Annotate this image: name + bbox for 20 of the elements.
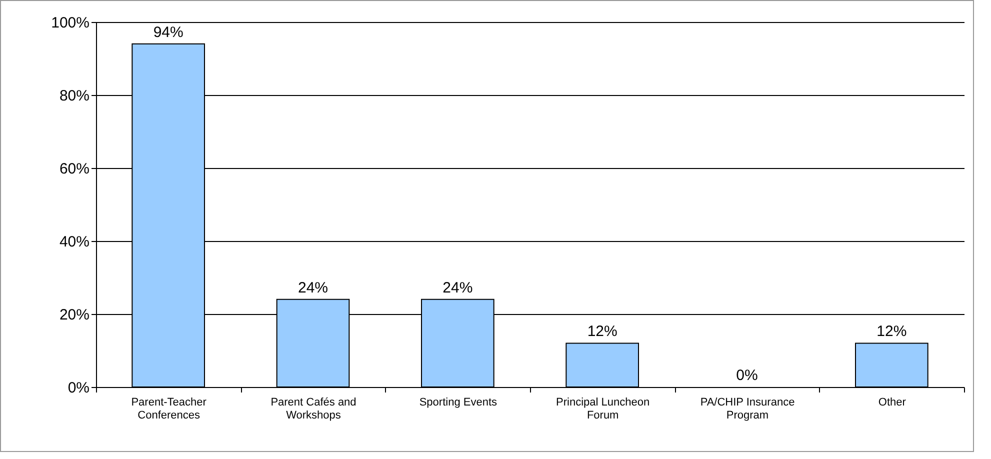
x-tick-label: Other — [878, 396, 906, 408]
x-tick-label: Principal Luncheon Forum — [556, 396, 650, 422]
y-tick-label: 0% — [68, 380, 90, 396]
y-tick-label: 60% — [59, 160, 90, 178]
bar — [855, 342, 928, 388]
data-label: 12% — [876, 323, 907, 340]
x-tick-label: PA/CHIP Insurance Program — [700, 396, 795, 422]
x-tick-label: Parent-Teacher Conferences — [131, 396, 207, 422]
y-tick-label: 20% — [59, 306, 90, 324]
y-tick-label: 40% — [59, 234, 90, 250]
data-label: 94% — [153, 24, 184, 41]
y-tick-label: 100% — [51, 14, 90, 32]
y-tick-label: 80% — [59, 88, 90, 104]
data-label: 24% — [442, 279, 473, 296]
data-label: 0% — [736, 367, 758, 384]
data-label: 24% — [298, 279, 328, 296]
bar — [566, 342, 639, 388]
x-tick-label: Parent Cafés and Workshops — [270, 396, 356, 422]
data-label: 12% — [587, 323, 618, 340]
x-tick-label: Sporting Events — [419, 396, 498, 408]
